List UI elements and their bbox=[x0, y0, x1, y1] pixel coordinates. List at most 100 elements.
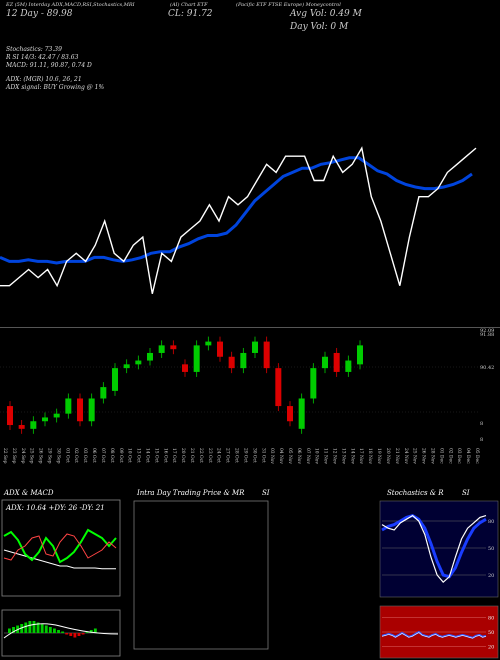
date-label-4: 26 Sep bbox=[38, 448, 43, 464]
date-label-39: 14 Nov bbox=[349, 448, 354, 464]
candle-7 bbox=[88, 398, 95, 422]
adx-panel-frame bbox=[1, 499, 121, 597]
macd-bar-13 bbox=[61, 631, 65, 633]
candle-5 bbox=[65, 398, 72, 414]
macd-bar-5 bbox=[28, 621, 32, 633]
rsi-tick-2: 20 bbox=[488, 644, 494, 650]
date-label-53: 05 Dec bbox=[474, 448, 479, 464]
date-label-38: 13 Nov bbox=[340, 448, 345, 464]
indicator-text-block: Stochastics: 73.39 R SI 14/3: 42.47 / 83… bbox=[6, 46, 104, 92]
price-axis-label-0: 92.09 bbox=[480, 328, 494, 334]
date-label-34: 07 Nov bbox=[305, 448, 310, 464]
macd-bar-15 bbox=[69, 633, 73, 636]
date-label-23: 23 Oct bbox=[207, 448, 212, 463]
date-label-48: 28 Nov bbox=[430, 448, 435, 464]
price-axis-label-2: 90.42 bbox=[480, 365, 494, 371]
candle-0 bbox=[7, 406, 13, 426]
date-label-16: 14 Oct bbox=[145, 448, 150, 463]
stoch-tick-0: 80 bbox=[488, 519, 494, 525]
macd-readout: MACD: 91.11, 90.87, 0.74 D bbox=[6, 62, 92, 69]
stoch-panel-frame bbox=[379, 500, 499, 598]
date-label-25: 27 Oct bbox=[225, 448, 230, 463]
candle-1 bbox=[18, 425, 25, 429]
rsi-tick-1: 50 bbox=[488, 630, 494, 636]
date-label-24: 24 Oct bbox=[216, 448, 221, 463]
date-label-29: 31 Oct bbox=[260, 448, 265, 463]
macd-bar-12 bbox=[57, 630, 60, 633]
macd-bar-3 bbox=[20, 624, 24, 633]
macd-bar-0 bbox=[8, 628, 11, 633]
candle-28 bbox=[333, 352, 340, 372]
date-label-49: 01 Dec bbox=[438, 448, 443, 464]
stoch-si-label: SI bbox=[462, 489, 470, 497]
candle-30 bbox=[357, 345, 363, 365]
date-axis: 22 Sep 23 Sep 24 Sep 25 Sep 26 Sep 29 Sep 30 S… bbox=[2, 448, 479, 465]
candle-10 bbox=[123, 364, 130, 369]
candle-14 bbox=[170, 345, 177, 350]
candle-11 bbox=[135, 360, 142, 365]
date-label-6: 30 Sep bbox=[55, 448, 60, 464]
date-label-45: 24 Nov bbox=[403, 448, 408, 464]
date-label-35: 10 Nov bbox=[314, 448, 319, 464]
date-label-46: 25 Nov bbox=[412, 448, 417, 464]
date-label-8: 02 Oct bbox=[73, 448, 78, 463]
adx-signal-readout: ADX signal: BUY Growing @ 1% bbox=[6, 84, 105, 91]
header-line1: EZ (5M) Interday ADX,MACD,RSI,Stochastic… bbox=[6, 2, 135, 8]
candle-16 bbox=[193, 345, 200, 372]
candle-2 bbox=[30, 421, 37, 429]
adx-macd-title: ADX & MACD bbox=[4, 489, 54, 497]
candle-29 bbox=[345, 360, 352, 372]
date-label-11: 07 Oct bbox=[100, 448, 105, 463]
adx-series-0 bbox=[3, 549, 116, 570]
date-label-36: 11 Nov bbox=[323, 448, 328, 464]
date-label-31: 04 Nov bbox=[278, 448, 283, 464]
macd-bar-6 bbox=[32, 621, 36, 633]
intraday-panel-frame bbox=[133, 500, 269, 650]
date-label-2: 24 Sep bbox=[20, 448, 25, 464]
macd-bar-9 bbox=[44, 625, 48, 633]
open-text: 12 Day - 89.98 bbox=[6, 9, 73, 19]
chart-separator bbox=[0, 327, 500, 328]
candle-26 bbox=[310, 368, 317, 399]
date-label-20: 20 Oct bbox=[180, 448, 185, 463]
macd-line bbox=[3, 623, 119, 639]
stoch-tick-2: 20 bbox=[488, 573, 494, 579]
date-label-52: 04 Dec bbox=[465, 448, 470, 464]
avg-volume: Avg Vol: 0.49 M bbox=[290, 9, 362, 19]
candle-3 bbox=[42, 417, 48, 422]
macd-bar-1 bbox=[12, 627, 15, 633]
stoch-title: Stochastics & R bbox=[387, 489, 444, 497]
price-line bbox=[0, 146, 477, 294]
candle-23 bbox=[275, 368, 282, 407]
date-label-10: 06 Oct bbox=[91, 448, 96, 463]
candle-4 bbox=[53, 413, 60, 418]
candle-13 bbox=[158, 345, 165, 353]
date-label-3: 25 Sep bbox=[29, 448, 34, 464]
candle-22 bbox=[263, 341, 270, 369]
date-label-32: 05 Nov bbox=[287, 448, 292, 464]
date-label-22: 22 Oct bbox=[198, 448, 203, 463]
price-axis-label-4: 8 bbox=[480, 437, 483, 443]
close-text: CL: 91.72 bbox=[168, 9, 213, 19]
macd-bar-8 bbox=[40, 624, 44, 633]
macd-bar-14 bbox=[65, 633, 69, 635]
bottom-panels: ADX: 10.64 +DY: 26 -DY: 21 80 50 20 80 50 20 bbox=[1, 499, 499, 659]
date-label-12: 08 Oct bbox=[109, 448, 114, 463]
date-label-7: 01 Oct bbox=[64, 448, 69, 463]
adx-readout: ADX: (MGR) 10.6, 26, 21 bbox=[6, 76, 82, 83]
date-label-42: 19 Nov bbox=[376, 448, 381, 464]
candle-24 bbox=[287, 406, 293, 422]
candle-18 bbox=[217, 341, 223, 357]
date-label-50: 02 Dec bbox=[447, 448, 452, 464]
date-label-17: 15 Oct bbox=[153, 448, 158, 463]
candle-19 bbox=[228, 356, 235, 369]
stoch-k-line bbox=[381, 514, 487, 584]
date-label-40: 17 Nov bbox=[358, 448, 363, 464]
date-label-51: 03 Dec bbox=[456, 448, 461, 464]
date-label-37: 12 Nov bbox=[332, 448, 337, 464]
intra-title: Intra Day Trading Price & MR bbox=[137, 489, 245, 497]
date-label-30: 03 Nov bbox=[269, 448, 274, 464]
date-label-28: 30 Oct bbox=[251, 448, 256, 463]
adx-panel-values: ADX: 10.64 +DY: 26 -DY: 21 bbox=[5, 504, 105, 512]
